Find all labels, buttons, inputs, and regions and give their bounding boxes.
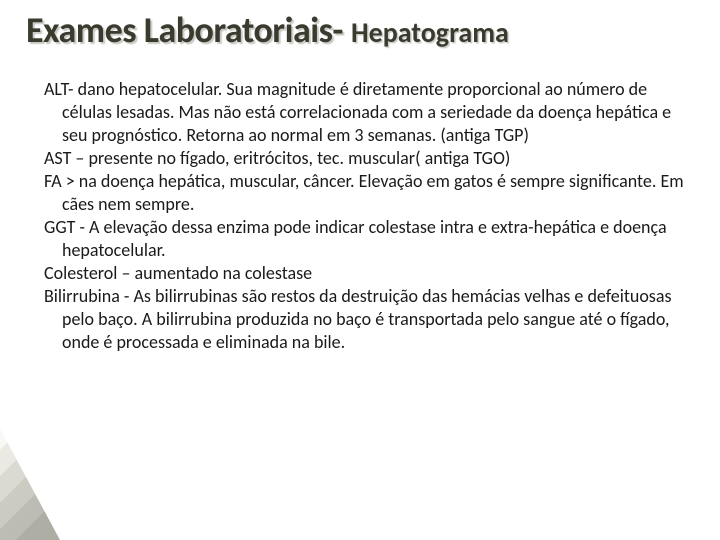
list-item: Colesterol – aumentado na colestase — [44, 262, 690, 285]
list-item: ALT- dano hepatocelular. Sua magnitude é… — [44, 78, 690, 147]
list-item: FA > na doença hepática, muscular, cânce… — [44, 170, 690, 216]
slide-title-row: Exames Laboratoriais- Hepatograma — [0, 0, 720, 52]
slide-title-main: Exames Laboratoriais- — [26, 8, 343, 52]
slide-title-sub: Hepatograma — [351, 15, 509, 50]
slide-body: ALT- dano hepatocelular. Sua magnitude é… — [0, 52, 720, 354]
list-item: AST – presente no fígado, eritrócitos, t… — [44, 147, 690, 170]
decorative-corner-icon — [0, 440, 60, 540]
list-item: GGT - A elevação dessa enzima pode indic… — [44, 216, 690, 262]
list-item: Bilirrubina - As bilirrubinas são restos… — [44, 285, 690, 354]
